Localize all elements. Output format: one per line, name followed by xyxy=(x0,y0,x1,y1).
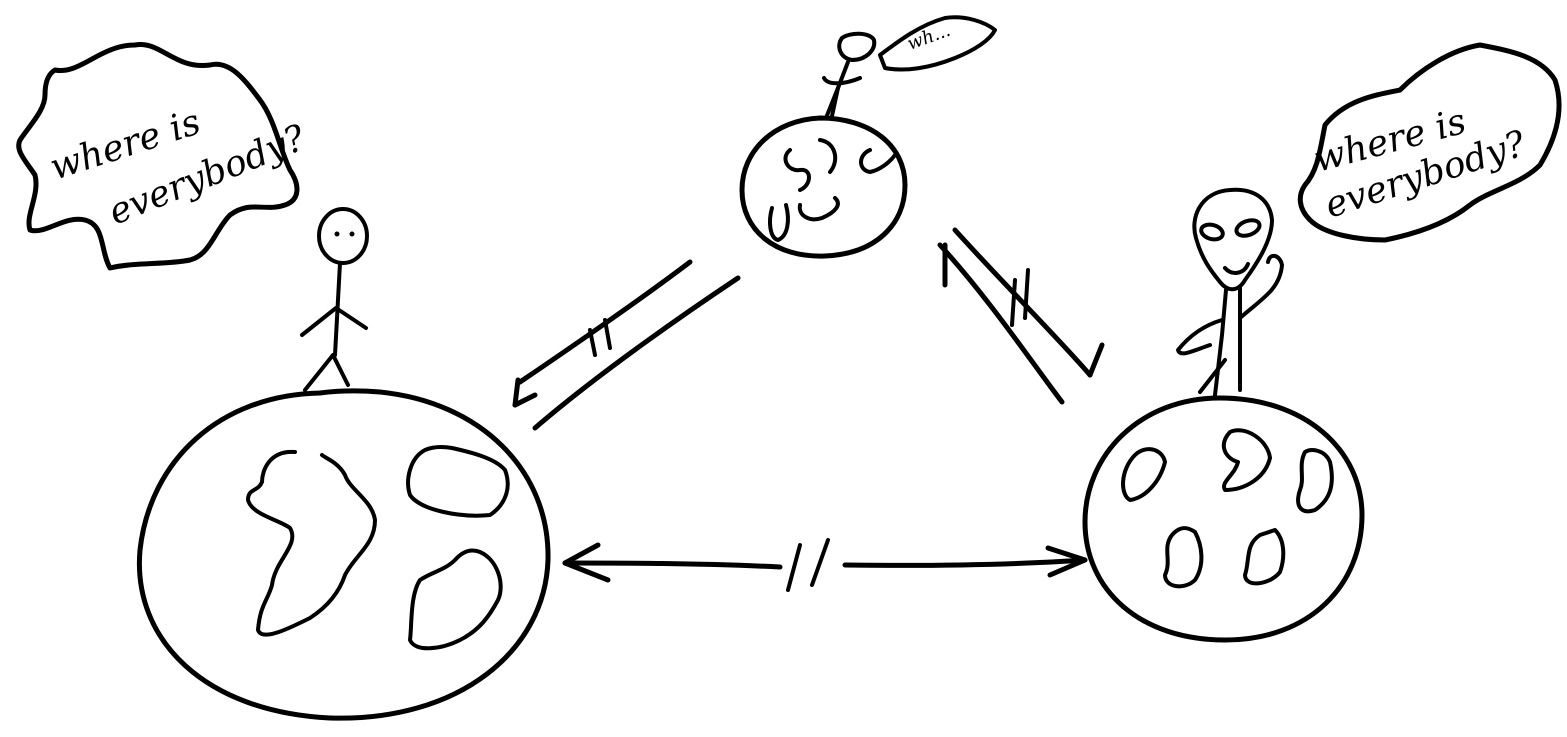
arrow-top-to-left xyxy=(512,259,741,431)
small-speech-text: wh... xyxy=(905,20,954,55)
planet-earth-left xyxy=(136,388,551,721)
tiny-figure: wh... xyxy=(822,15,997,120)
alien-figure xyxy=(1176,187,1284,397)
arrow-left-right xyxy=(562,538,1088,592)
human-figure xyxy=(300,207,369,392)
human-speech-bubble: where is everybody? xyxy=(16,41,312,271)
planet-right xyxy=(1082,395,1365,643)
alien-speech-bubble: where is everybody? xyxy=(1297,42,1562,243)
planet-small-top xyxy=(739,115,908,259)
arrow-top-to-right xyxy=(937,227,1105,405)
